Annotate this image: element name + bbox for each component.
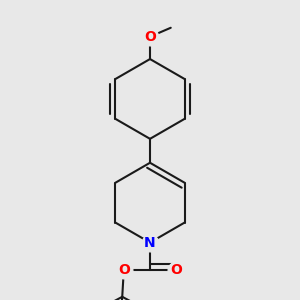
Text: O: O (144, 30, 156, 44)
Text: O: O (170, 263, 182, 277)
Text: N: N (144, 236, 156, 250)
Text: O: O (118, 263, 130, 277)
